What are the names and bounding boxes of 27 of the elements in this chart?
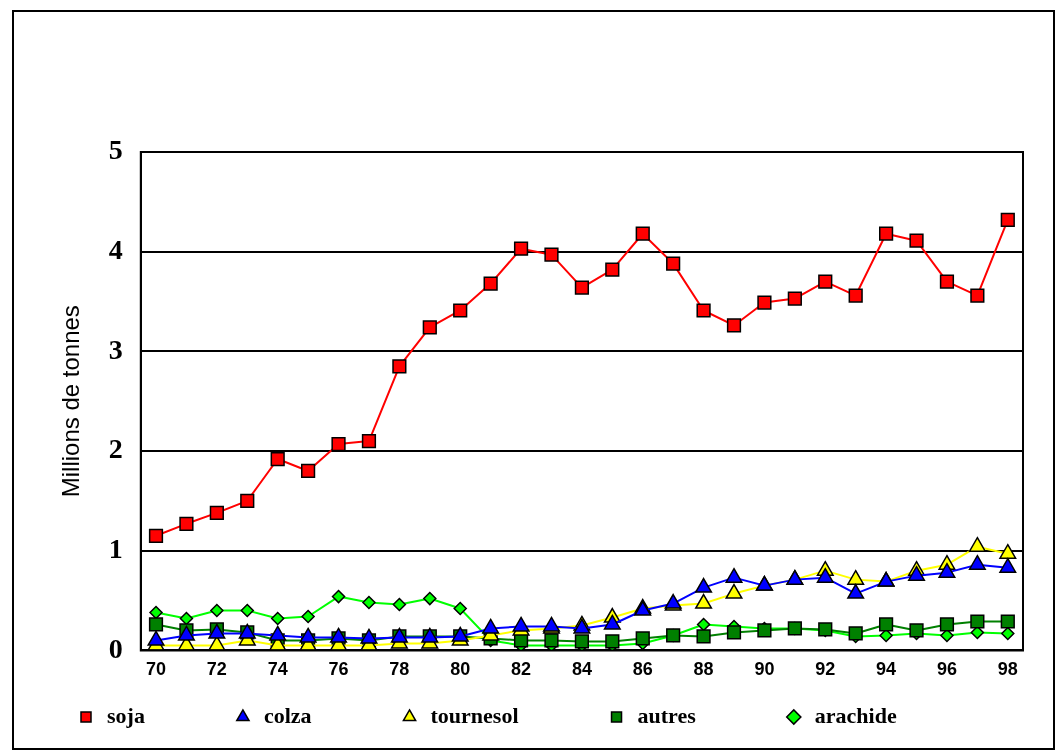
x-tick-label: 98 — [997, 659, 1018, 680]
x-tick-label: 82 — [511, 659, 532, 680]
x-tick-label: 70 — [145, 659, 167, 680]
legend-label: tournesol — [430, 702, 585, 728]
x-tick-label: 94 — [876, 659, 897, 680]
x-tick-label: 76 — [328, 659, 349, 680]
x-tick-label: 74 — [267, 659, 288, 680]
x-tick-label: 88 — [693, 659, 714, 680]
x-tick-label: 78 — [389, 659, 410, 680]
y-tick-label: 5 — [108, 134, 123, 166]
x-tick-label: 86 — [632, 659, 653, 680]
legend-label: autres — [637, 702, 762, 728]
y-tick-label: 4 — [108, 233, 123, 265]
x-tick-label: 84 — [571, 659, 592, 680]
y-tick-label: 0 — [108, 632, 123, 664]
x-tick-label: 80 — [450, 659, 471, 680]
y-tick-label: 1 — [108, 532, 123, 564]
y-axis-title: Millions de tonnes — [57, 305, 85, 498]
x-tick-label: 90 — [754, 659, 775, 680]
x-tick-label: 92 — [815, 659, 836, 680]
y-tick-label: 2 — [108, 433, 123, 465]
x-tick-label: 72 — [206, 659, 227, 680]
y-tick-label: 3 — [108, 333, 123, 365]
legend-label: soja — [107, 702, 211, 728]
x-tick-label: 96 — [936, 659, 957, 680]
legend-label: arachide — [814, 702, 963, 728]
legend-label: colza — [263, 702, 378, 728]
